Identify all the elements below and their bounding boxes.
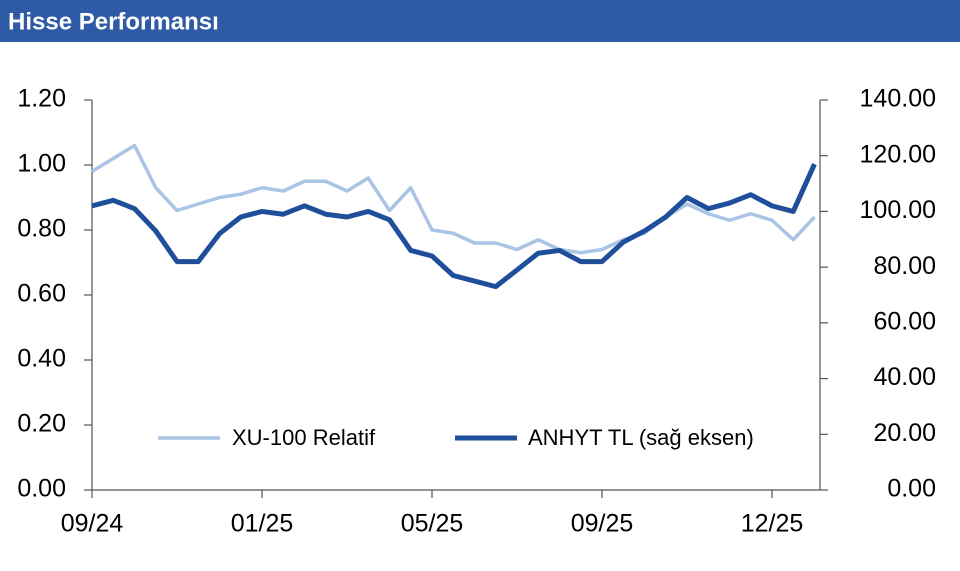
header-bar [0,0,960,42]
y2-tick-label: 20.00 [873,419,936,447]
y-tick-label: 1.00 [17,150,66,178]
y2-tick-label: 40.00 [873,363,936,391]
y-tick-label: 0.00 [17,475,66,503]
y-tick-label: 1.20 [17,85,66,113]
y2-tick-label: 140.00 [860,85,936,113]
legend-label: XU-100 Relatif [232,425,376,450]
y-tick-label: 0.40 [17,345,66,373]
y-tick-label: 0.20 [17,410,66,438]
x-tick-label: 09/24 [61,510,124,538]
y2-tick-label: 0.00 [887,475,936,503]
series-line [91,143,816,255]
x-tick-label: 09/25 [571,510,634,538]
y2-tick-label: 80.00 [873,252,936,280]
header-title: Hisse Performansı [8,8,219,35]
y2-tick-label: 60.00 [873,307,936,335]
y2-tick-label: 120.00 [860,140,936,168]
y-tick-label: 0.60 [17,280,66,308]
x-tick-label: 12/25 [741,510,804,538]
series-line [91,163,817,290]
y-tick-label: 0.80 [17,215,66,243]
y2-tick-label: 100.00 [860,196,936,224]
x-tick-label: 01/25 [231,510,294,538]
legend-label: ANHYT TL (sağ eksen) [528,425,754,450]
x-tick-label: 05/25 [401,510,464,538]
